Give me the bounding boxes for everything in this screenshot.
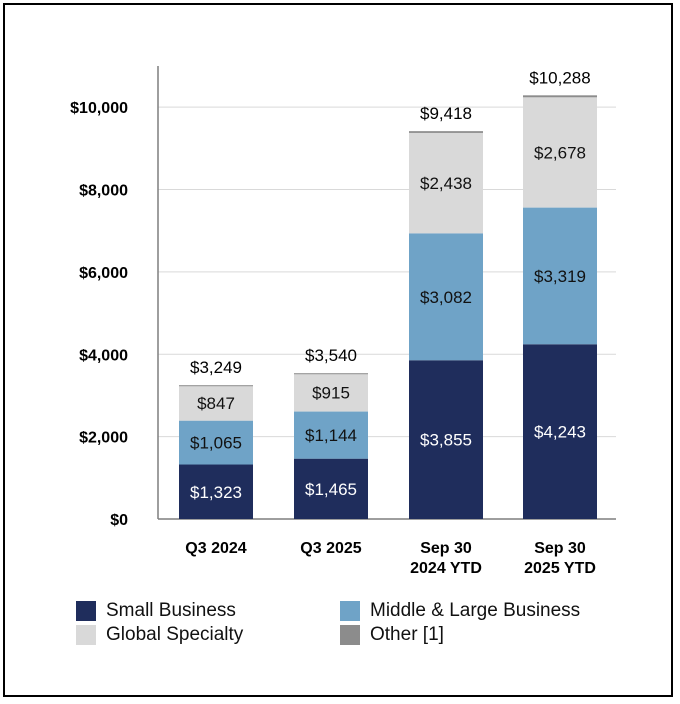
bar-segment — [409, 131, 483, 133]
bar-segment — [179, 464, 253, 519]
data-label: $847 — [197, 394, 235, 413]
bar-segment — [179, 385, 253, 421]
bar-segment — [523, 97, 597, 208]
bar-segment — [409, 360, 483, 519]
y-tick-label: $10,000 — [70, 100, 128, 117]
x-category-label: Sep 30 — [534, 540, 586, 557]
data-label: $3,319 — [534, 267, 586, 286]
data-label: $1,065 — [190, 434, 242, 453]
data-label: $915 — [312, 384, 350, 403]
data-label: $3,855 — [420, 431, 472, 450]
legend-swatch-other — [340, 625, 360, 645]
data-label: $1,144 — [305, 426, 357, 445]
bar-segment — [179, 385, 253, 387]
data-label: $2,678 — [534, 143, 586, 162]
bar-segment — [409, 132, 483, 234]
y-tick-label: $0 — [110, 512, 128, 529]
total-label: $10,288 — [529, 68, 590, 87]
legend-item-middle-large-business: Middle & Large Business — [340, 600, 580, 622]
x-category-label: Q3 2025 — [300, 540, 361, 557]
bar-segment — [523, 207, 597, 345]
data-label: $1,323 — [190, 483, 242, 502]
bar-segment — [409, 233, 483, 361]
bar-segment — [294, 411, 368, 459]
legend-label-middle-large-business: Middle & Large Business — [370, 600, 581, 621]
legend-swatch-middle-large-business — [340, 601, 360, 621]
y-tick-label: $6,000 — [79, 265, 128, 282]
legend-swatch-global-specialty — [76, 625, 96, 645]
total-label: $3,249 — [190, 358, 242, 377]
legend-label-global-specialty: Global Specialty — [106, 624, 244, 645]
x-category-label: 2024 YTD — [410, 560, 482, 577]
y-tick-label: $4,000 — [79, 347, 128, 364]
legend-item-small-business: Small Business — [76, 600, 236, 622]
x-category-label: 2025 YTD — [524, 560, 596, 577]
y-tick-label: $2,000 — [79, 430, 128, 447]
data-label: $2,438 — [420, 174, 472, 193]
bar-segment — [294, 458, 368, 519]
x-category-label: Sep 30 — [420, 540, 472, 557]
bar-segment — [179, 420, 253, 465]
bar-segment — [294, 373, 368, 412]
legend-label-small-business: Small Business — [106, 600, 236, 621]
total-label: $3,540 — [305, 346, 357, 365]
bar-segment — [294, 373, 368, 375]
data-label: $3,082 — [420, 288, 472, 307]
legend-swatch-small-business — [76, 601, 96, 621]
legend-item-other: Other [1] — [340, 624, 444, 646]
total-label: $9,418 — [420, 104, 472, 123]
data-label: $4,243 — [534, 423, 586, 442]
legend-label-other: Other [1] — [370, 624, 444, 645]
data-label: $1,465 — [305, 480, 357, 499]
y-tick-label: $8,000 — [79, 183, 128, 200]
legend-item-global-specialty: Global Specialty — [76, 624, 243, 646]
bar-segment — [523, 95, 597, 98]
bar-segment — [523, 344, 597, 519]
x-category-label: Q3 2024 — [185, 540, 246, 557]
